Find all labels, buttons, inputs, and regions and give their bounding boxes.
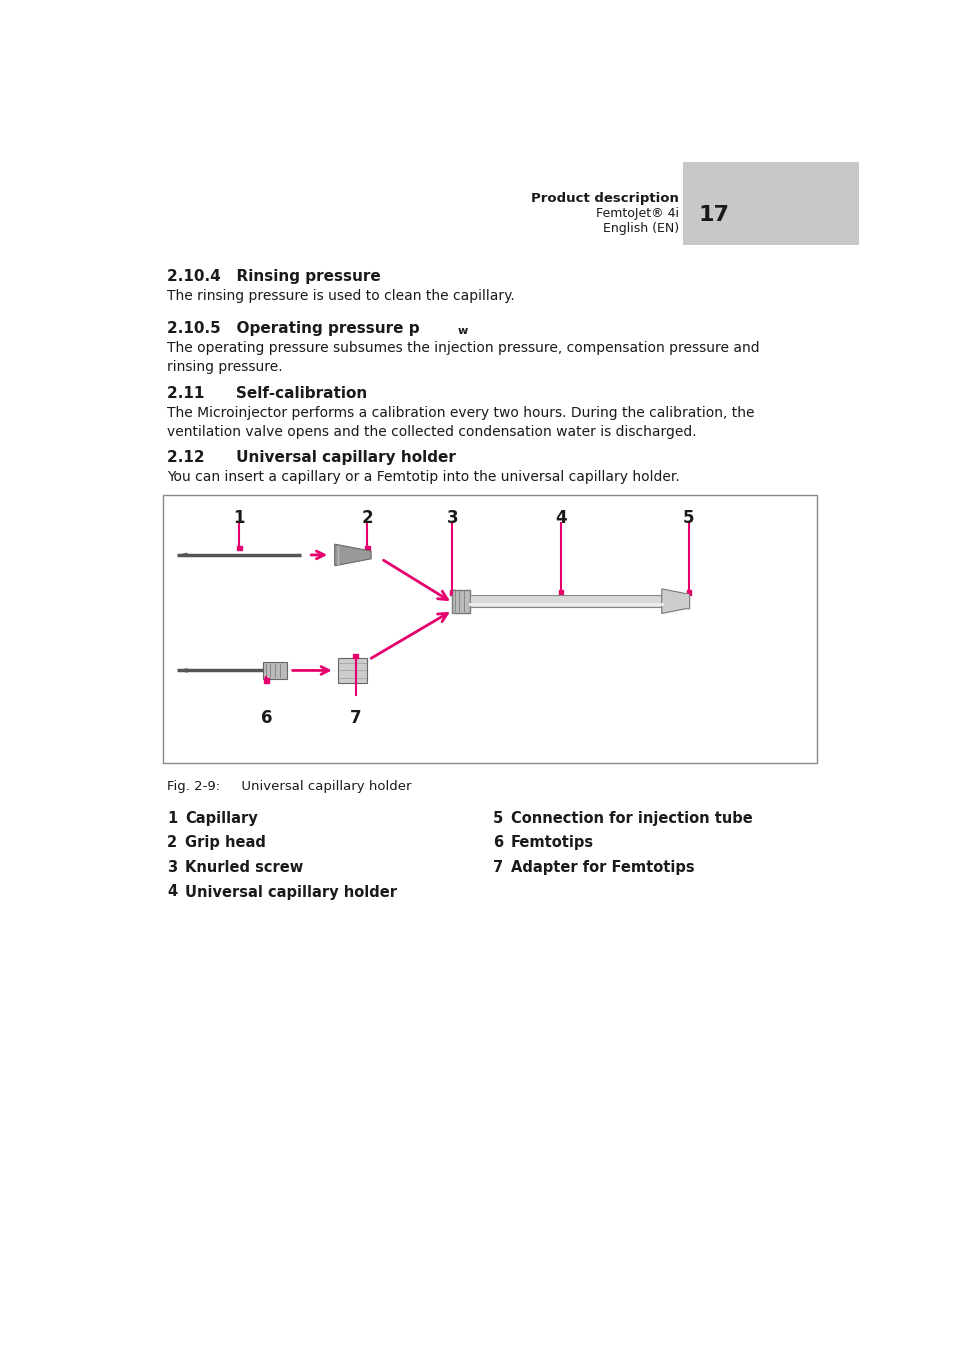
Text: 1: 1 — [233, 508, 245, 527]
Text: FemtoJet® 4i: FemtoJet® 4i — [596, 207, 679, 220]
Text: You can insert a capillary or a Femtotip into the universal capillary holder.: You can insert a capillary or a Femtotip… — [167, 470, 679, 484]
Text: 3: 3 — [167, 860, 177, 875]
Bar — [353, 653, 357, 658]
Text: The operating pressure subsumes the injection pressure, compensation pressure an: The operating pressure subsumes the inje… — [167, 341, 760, 375]
Polygon shape — [177, 668, 187, 673]
Text: 6: 6 — [493, 836, 502, 850]
Text: 4: 4 — [555, 508, 566, 527]
Bar — [558, 591, 562, 595]
Bar — [236, 546, 241, 550]
Text: 3: 3 — [446, 508, 457, 527]
Text: 2: 2 — [361, 508, 373, 527]
Text: The rinsing pressure is used to clean the capillary.: The rinsing pressure is used to clean th… — [167, 288, 515, 303]
Text: English (EN): English (EN) — [602, 222, 679, 235]
Text: 7: 7 — [350, 708, 361, 727]
Text: Fig. 2-9:     Universal capillary holder: Fig. 2-9: Universal capillary holder — [167, 780, 412, 792]
Text: 7: 7 — [493, 860, 502, 875]
Text: 1: 1 — [167, 811, 177, 826]
Bar — [686, 591, 691, 595]
Bar — [163, 495, 816, 763]
Text: 17: 17 — [699, 204, 729, 224]
Bar — [682, 162, 858, 246]
Bar — [452, 589, 469, 612]
Text: 2.12      Universal capillary holder: 2.12 Universal capillary holder — [167, 450, 456, 465]
Polygon shape — [661, 589, 689, 614]
Bar — [337, 658, 367, 683]
Polygon shape — [177, 553, 187, 557]
Bar — [365, 546, 369, 550]
Bar — [262, 662, 287, 679]
Text: 5: 5 — [493, 811, 502, 826]
Text: The Microinjector performs a calibration every two hours. During the calibration: The Microinjector performs a calibration… — [167, 406, 754, 439]
Polygon shape — [335, 544, 371, 565]
Text: Capillary: Capillary — [185, 811, 257, 826]
Text: Connection for injection tube: Connection for injection tube — [510, 811, 752, 826]
Text: 6: 6 — [260, 708, 272, 727]
Text: w: w — [457, 326, 468, 337]
Text: 2: 2 — [167, 836, 177, 850]
Text: Grip head: Grip head — [185, 836, 266, 850]
Text: Knurled screw: Knurled screw — [185, 860, 303, 875]
Text: Adapter for Femtotips: Adapter for Femtotips — [510, 860, 694, 875]
Text: Universal capillary holder: Universal capillary holder — [185, 884, 396, 899]
Bar — [450, 591, 455, 595]
Text: 5: 5 — [682, 508, 694, 527]
Text: 2.10.5   Operating pressure p: 2.10.5 Operating pressure p — [167, 320, 419, 335]
Bar — [469, 595, 661, 607]
Text: 2.10.4   Rinsing pressure: 2.10.4 Rinsing pressure — [167, 269, 380, 284]
Text: 2.11      Self-calibration: 2.11 Self-calibration — [167, 385, 367, 400]
Text: 4: 4 — [167, 884, 177, 899]
Bar — [264, 679, 269, 683]
Text: Product description: Product description — [531, 192, 679, 204]
Text: Femtotips: Femtotips — [510, 836, 593, 850]
